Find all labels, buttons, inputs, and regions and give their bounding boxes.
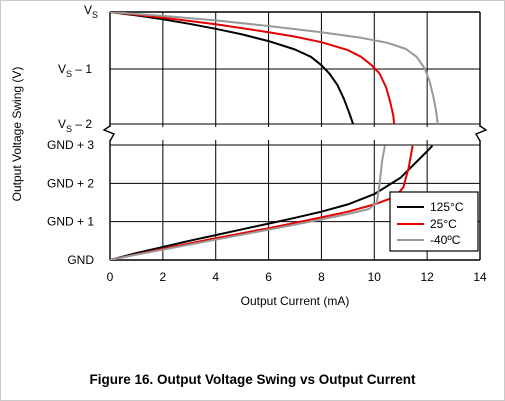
axis-break-right (474, 125, 488, 142)
x-tick-label: 12 (420, 270, 434, 284)
x-tick-label: 14 (473, 270, 487, 284)
x-tick-label: 6 (265, 270, 272, 284)
x-tick-label: 4 (212, 270, 219, 284)
y-tick-label: GND (67, 253, 94, 267)
x-tick-label: 2 (160, 270, 167, 284)
series-line-low-1 (110, 145, 414, 260)
y-tick-label: GND + 3 (47, 138, 94, 152)
x-axis-label: Output Current (mA) (241, 294, 350, 308)
figure-caption: Figure 16. Output Voltage Swing vs Outpu… (89, 372, 416, 387)
legend: 125°C 25°C -40ºC (389, 191, 479, 252)
y-tick-label: GND + 1 (47, 215, 94, 229)
series-lines (110, 12, 439, 260)
y-tick-label: VS (84, 3, 98, 20)
legend-label-2: -40ºC (430, 233, 461, 247)
grid (109, 11, 481, 261)
legend-label-0: 125°C (430, 200, 464, 214)
y-tick-label: GND + 2 (47, 176, 94, 190)
legend-label-1: 25°C (430, 217, 457, 231)
axis-break-gap (104, 127, 486, 140)
axis-break (102, 125, 488, 142)
x-tick-label: 0 (107, 270, 114, 284)
y-axis-label: Output Voltage Swing (V) (10, 67, 24, 202)
y-tick-labels: VS VS – 1 VS – 2 GND + 3 GND + 2 GND + 1 GND (47, 3, 98, 267)
series-line-high-0 (110, 12, 355, 125)
x-tick-labels: 0 2 4 6 8 10 12 14 (107, 270, 487, 284)
x-tick-label: 8 (318, 270, 325, 284)
legend-box (389, 191, 479, 252)
y-tick-label: VS – 1 (58, 62, 92, 79)
series-line-high-2 (110, 12, 439, 125)
series-line-low-0 (110, 145, 434, 260)
axis-break-left (102, 125, 116, 142)
x-tick-label: 10 (368, 270, 382, 284)
series-line-low-2 (110, 145, 386, 260)
series-line-high-1 (110, 12, 396, 125)
y-tick-label: VS – 2 (58, 117, 92, 134)
